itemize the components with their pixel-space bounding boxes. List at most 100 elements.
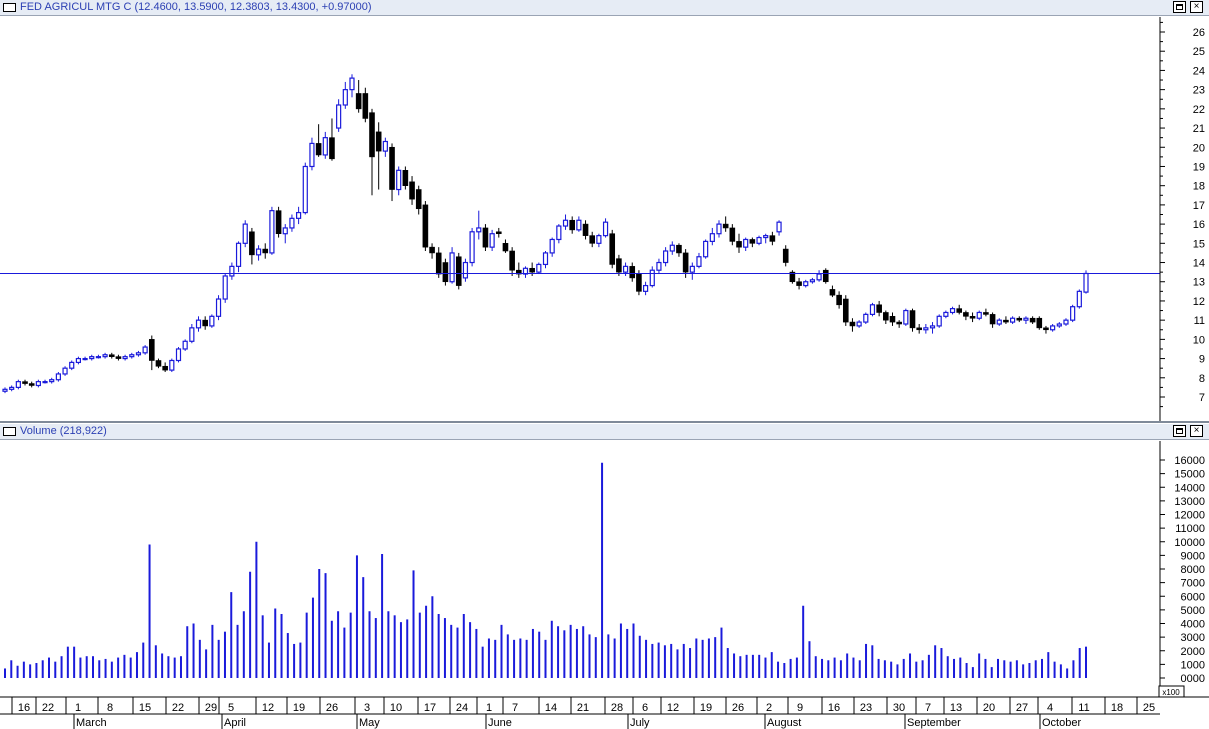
price-candle-body-down [422,204,429,248]
price-candle-body-down [1043,327,1049,331]
price-candle-body-down [736,241,742,248]
price-candle-body-up [669,244,675,252]
date-axis-day-label: 1 [486,702,492,714]
price-candle-body-down [729,227,736,242]
price-candle-body-up [656,261,662,271]
price-candle-body-down [983,312,989,315]
price-candle-body-up [549,238,555,254]
volume-y-tick-label: 14000 [1174,482,1205,494]
price-panel-title: FED AGRICUL MTG C (12.4600, 13.5900, 12.… [20,1,372,13]
price-candle-body-down [1029,317,1036,323]
date-axis-month-label: September [907,717,961,729]
date-axis-month-label: August [767,717,801,729]
date-axis-day-label: 19 [293,702,305,714]
price-candlestick-series [2,74,1089,394]
price-candle-body-up [776,221,782,233]
date-axis-day-label: 4 [1047,702,1053,714]
restore-button[interactable] [1173,1,1186,13]
price-y-tick-label: 18 [1193,181,1205,193]
date-axis-day-label: 21 [577,702,589,714]
date-axis-day-label: 15 [139,702,151,714]
volume-y-tick-label: 5000 [1181,605,1205,617]
date-axis-month-label: June [488,717,512,729]
price-candle-body-up [522,267,529,275]
price-candle-body-up [282,227,288,235]
volume-y-tick-label: 4000 [1181,619,1205,631]
price-candle-body-down [1016,317,1023,321]
price-candle-body-up [235,242,242,267]
price-candle-body-up [596,235,602,244]
volume-y-tick-label: 3000 [1181,632,1205,644]
price-candle-body-down [876,304,882,313]
price-candle-body-up [189,327,195,342]
price-candle-body-down [369,112,375,158]
price-candle-body-down [275,210,282,235]
price-candle-body-down [329,137,335,160]
date-axis-day-label: 30 [893,702,905,714]
price-candle-body-up [209,315,215,327]
date-axis-day-label: 7 [925,702,931,714]
price-candle-body-down [916,327,922,331]
date-axis-day-label: 19 [700,702,712,714]
price-candle-body-down [202,319,208,327]
price-candle-body-up [35,381,41,387]
price-candle-body-up [122,356,128,360]
date-axis-day-label: 6 [642,702,648,714]
price-candle-body-up [903,309,909,325]
price-candle-body-up [642,284,649,292]
price-candle-body-up [856,321,862,327]
price-y-tick-label: 11 [1194,315,1205,327]
price-candle-body-up [756,236,762,244]
date-axis-day-label: 5 [228,702,234,714]
price-candle-body-up [296,211,302,219]
price-candle-body-down [676,244,682,254]
volume-panel-title: Volume (218,922) [20,425,107,437]
price-candle-body-down [969,316,976,319]
date-axis-day-label: 20 [983,702,995,714]
date-axis-day-label: 26 [326,702,338,714]
volume-y-tick-label: 6000 [1181,591,1205,603]
date-axis-month-label: April [224,717,246,729]
restore-icon [1176,4,1183,10]
price-y-tick-label: 21 [1193,123,1205,135]
price-candle-body-up [82,357,88,361]
price-candle-body-up [1083,272,1089,293]
date-axis-day-label: 10 [390,702,402,714]
date-axis-day-label: 13 [950,702,962,714]
price-y-tick-label: 7 [1199,392,1205,404]
price-candle-body-up [322,137,328,156]
close-button[interactable]: × [1190,425,1203,437]
price-candle-body-up [949,308,956,314]
price-candle-body-up [42,381,48,384]
price-candle-body-up [703,240,709,258]
price-candle-body-down [616,258,622,273]
price-candle-body-up [135,352,142,356]
date-axis-day-label: 23 [860,702,872,714]
price-candle-body-down [442,262,449,283]
price-candle-body-up [602,221,609,237]
chart-axes: 2625242322212019181716151413121110987160… [0,17,1209,729]
price-candle-body-down [115,356,122,359]
price-candle-body-down [822,269,829,283]
price-y-tick-label: 12 [1193,296,1205,308]
price-candle-body-up [342,89,348,106]
price-candle-body-down [108,354,115,357]
price-candle-body-up [816,273,822,281]
date-axis-day-label: 16 [18,702,30,714]
price-candle-body-down [889,316,896,323]
date-axis-day-label: 12 [667,702,679,714]
volume-multiplier-label: x100 [1162,688,1180,697]
price-candle-body-down [829,289,836,296]
price-candle-body-up [689,265,695,273]
price-candle-body-up [1063,319,1069,325]
close-icon: × [1193,1,1200,12]
restore-button[interactable] [1173,425,1186,437]
price-candle-body-up [809,279,816,283]
price-y-tick-label: 20 [1193,142,1205,154]
price-candle-body-up [69,361,75,369]
price-candle-body-up [222,275,228,300]
price-y-tick-label: 13 [1193,277,1205,289]
price-candle-body-down [842,298,849,323]
volume-panel-titlebar: Volume (218,922) × [0,424,1209,440]
close-button[interactable]: × [1190,1,1203,13]
